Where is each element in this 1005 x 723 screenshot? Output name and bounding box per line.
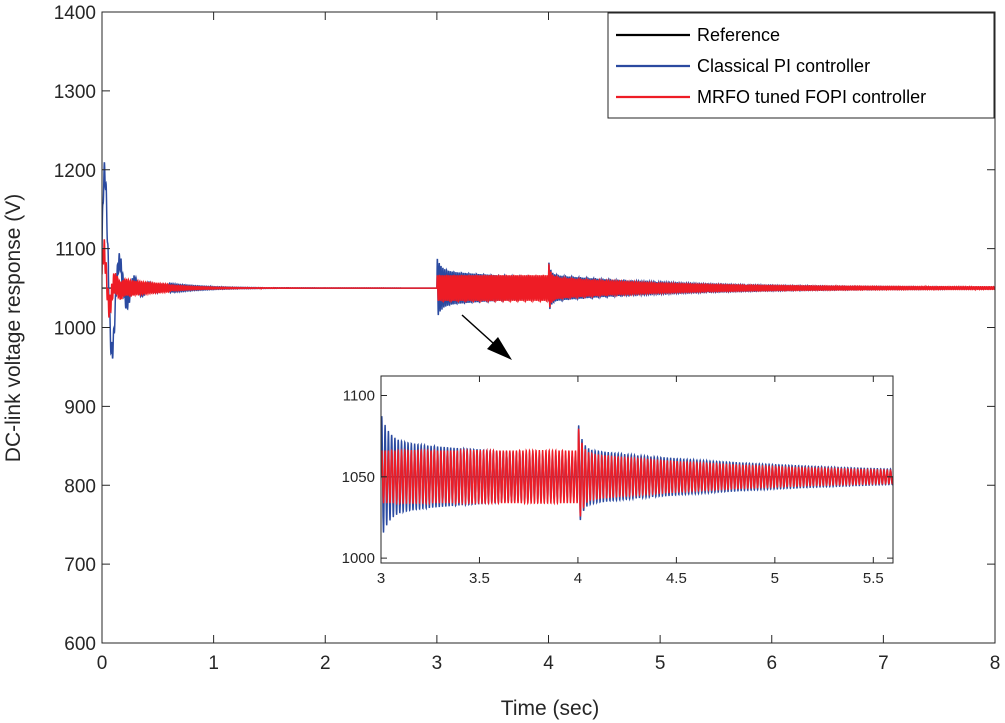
- legend: Reference Classical PI controller MRFO tun…: [607, 12, 995, 119]
- x-tick-label: 4: [543, 653, 554, 674]
- zoom-arrow-head: [487, 337, 512, 360]
- y-tick-label: 1400: [54, 3, 96, 24]
- x-tick-label: 6: [766, 653, 777, 674]
- x-tick-label: 5: [655, 653, 666, 674]
- y-tick-label: 600: [64, 634, 96, 655]
- x-tick-label: 7: [878, 653, 889, 674]
- series-line-mrfo-fopi: [102, 239, 995, 318]
- x-tick-label: 3: [432, 653, 443, 674]
- inset-series-group: [381, 416, 893, 533]
- y-tick-label: 900: [64, 397, 96, 418]
- x-axis-title: Time (sec): [501, 697, 599, 720]
- inset-axes-frame: [380, 375, 894, 564]
- inset-x-tick-label: 5.5: [863, 570, 884, 587]
- inset-x-tick-label: 4.5: [666, 570, 687, 587]
- inset-series-line-mrfo-fopi: [381, 428, 893, 517]
- inset-x-tick-label: 5: [771, 570, 779, 587]
- y-tick-label: 1000: [54, 319, 96, 340]
- inset-x-tick-label: 3.5: [469, 570, 490, 587]
- zoom-arrow: [461, 314, 512, 360]
- inset-y-tick-label: 1000: [342, 550, 375, 567]
- inset-x-tick-label: 4: [574, 570, 582, 587]
- legend-entry-reference-label: Reference: [697, 25, 780, 45]
- inset-plot: 3 3.5 4 4.5 5 5.5 1000 1050 1100: [342, 375, 894, 587]
- main-series-group: [102, 162, 995, 359]
- y-tick-label: 1200: [54, 161, 96, 182]
- legend-entry-classical-pi-label: Classical PI controller: [697, 56, 870, 76]
- inset-y-tick-label: 1050: [342, 469, 375, 486]
- legend-entry-mrfo-fopi-label: MRFO tuned FOPI controller: [697, 87, 926, 107]
- y-tick-label: 1100: [55, 240, 96, 261]
- x-tick-label: 8: [990, 653, 1001, 674]
- y-axis-title: DC-link voltage response (V): [2, 194, 25, 462]
- y-tick-label: 1300: [54, 82, 96, 103]
- x-tick-label: 0: [97, 653, 108, 674]
- main-plot: 0 1 2 3 4 5 6 7 8 600 700 800 900 1000 1100 1200 1300 140…: [54, 3, 1001, 674]
- y-tick-label: 800: [64, 476, 96, 497]
- inset-y-tick-label: 1100: [343, 388, 375, 405]
- x-tick-label: 1: [208, 653, 219, 674]
- y-tick-label: 700: [64, 555, 96, 576]
- x-tick-label: 2: [320, 653, 331, 674]
- inset-x-tick-label: 3: [377, 570, 385, 587]
